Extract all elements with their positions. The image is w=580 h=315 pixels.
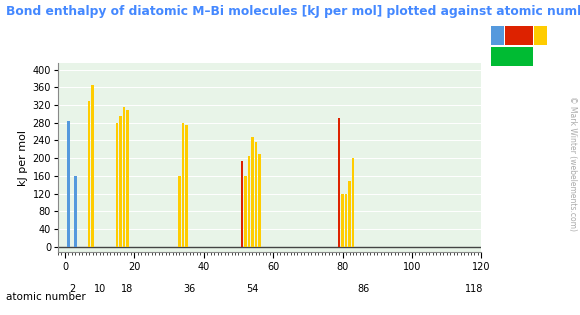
- Bar: [505, 26, 533, 45]
- Bar: [251, 137, 253, 247]
- Bar: [258, 154, 260, 247]
- Bar: [126, 110, 129, 247]
- Bar: [67, 121, 70, 247]
- Text: Bond enthalpy of diatomic M–Bi molecules [kJ per mol] plotted against atomic num: Bond enthalpy of diatomic M–Bi molecules…: [6, 5, 580, 18]
- Text: 10: 10: [93, 284, 106, 294]
- Bar: [185, 125, 187, 247]
- Bar: [352, 158, 354, 247]
- Bar: [74, 176, 77, 247]
- Bar: [123, 107, 125, 247]
- Bar: [241, 161, 243, 247]
- Text: 18: 18: [121, 284, 133, 294]
- Bar: [349, 181, 351, 247]
- Text: 36: 36: [184, 284, 196, 294]
- Bar: [255, 142, 257, 247]
- Bar: [491, 26, 504, 45]
- Bar: [119, 116, 122, 247]
- Bar: [491, 47, 533, 66]
- Bar: [345, 194, 347, 247]
- Bar: [534, 26, 548, 45]
- Text: 118: 118: [465, 284, 484, 294]
- Bar: [244, 176, 246, 247]
- Bar: [178, 176, 181, 247]
- Bar: [182, 123, 184, 247]
- Bar: [338, 118, 340, 247]
- Bar: [92, 85, 94, 247]
- Text: © Mark Winter (webelements.com): © Mark Winter (webelements.com): [568, 96, 577, 231]
- Text: 54: 54: [246, 284, 259, 294]
- Text: atomic number: atomic number: [6, 292, 86, 302]
- Bar: [88, 100, 90, 247]
- Bar: [116, 123, 118, 247]
- Y-axis label: kJ per mol: kJ per mol: [19, 129, 28, 186]
- Bar: [248, 156, 250, 247]
- Text: 2: 2: [69, 284, 75, 294]
- Text: 86: 86: [357, 284, 369, 294]
- Bar: [342, 194, 344, 247]
